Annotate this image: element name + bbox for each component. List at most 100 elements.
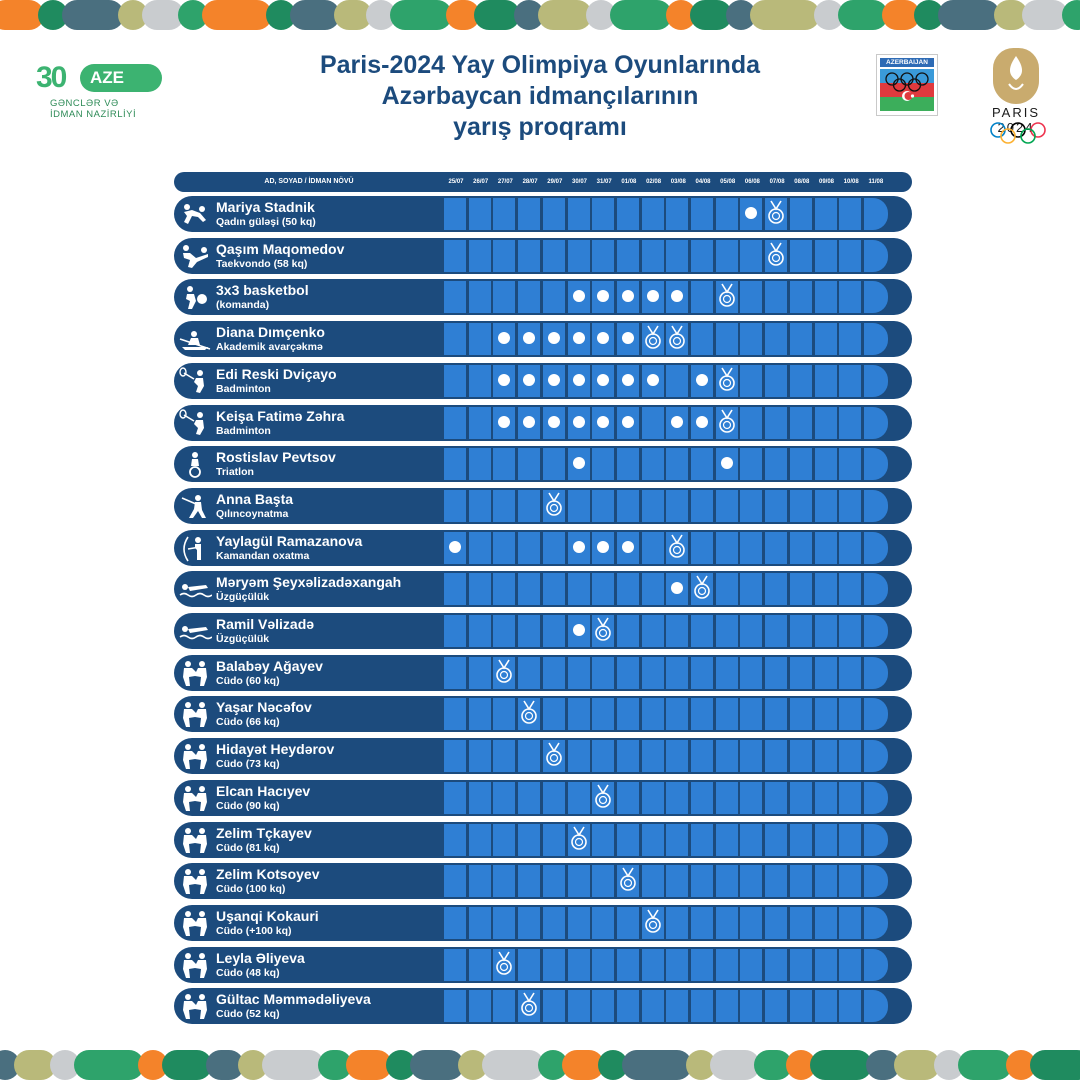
schedule-cell bbox=[666, 740, 689, 773]
schedule-cell bbox=[641, 781, 664, 814]
schedule-cell bbox=[839, 281, 862, 314]
schedule-cell bbox=[814, 198, 837, 230]
athlete-name: Leyla Əliyeva bbox=[216, 949, 305, 966]
date-header: 29/07 bbox=[547, 179, 563, 185]
schedule-cell bbox=[814, 239, 837, 272]
schedule-cell bbox=[592, 823, 615, 856]
crescent-star-icon bbox=[902, 91, 915, 101]
rowing-icon bbox=[178, 325, 212, 353]
schedule-cell bbox=[691, 198, 713, 230]
competition-day-dot bbox=[597, 332, 610, 345]
medal-icon bbox=[545, 492, 563, 518]
schedule-cell bbox=[468, 239, 491, 272]
schedule-cell bbox=[715, 239, 738, 272]
schedule-cell bbox=[518, 656, 541, 689]
schedule-cell bbox=[839, 740, 862, 773]
band-pill bbox=[838, 0, 888, 30]
schedule-cell bbox=[839, 448, 862, 481]
schedule-cell bbox=[493, 448, 516, 481]
schedule-cell bbox=[468, 198, 491, 230]
schedule-cell bbox=[691, 698, 713, 731]
schedule-cell bbox=[765, 573, 788, 606]
date-header: 28/07 bbox=[522, 179, 538, 185]
medal-icon bbox=[495, 951, 513, 977]
schedule-cell bbox=[666, 865, 689, 898]
schedule-cell bbox=[616, 990, 639, 1023]
schedule-cell bbox=[740, 281, 763, 314]
schedule-cell bbox=[789, 906, 812, 939]
competition-day-dot bbox=[671, 415, 684, 428]
date-header: 26/07 bbox=[473, 179, 489, 185]
date-header: 31/07 bbox=[596, 179, 612, 185]
schedule-cell bbox=[616, 615, 639, 647]
schedule-cell bbox=[641, 531, 664, 564]
flame-icon bbox=[1008, 56, 1024, 90]
schedule-cell bbox=[444, 406, 466, 439]
medal-icon bbox=[693, 575, 711, 601]
athlete-event: Triatlon bbox=[216, 466, 254, 479]
schedule-cell bbox=[518, 239, 541, 272]
schedule-cell bbox=[666, 489, 689, 522]
schedule-cell bbox=[493, 906, 516, 939]
schedule-cell bbox=[616, 906, 639, 939]
athlete-name: Məryəm Şeyxəlizadəxangah bbox=[216, 574, 402, 591]
schedule-cell bbox=[740, 948, 763, 981]
schedule-cell bbox=[863, 740, 888, 773]
athlete-row: Qaşım Maqomedov Taekvondo (58 kq) bbox=[174, 237, 912, 274]
schedule-cell bbox=[542, 823, 565, 856]
flag-stripe-blue bbox=[880, 69, 934, 83]
athlete-row: Diana Dımçenko Akademik avarçəkmə bbox=[174, 321, 912, 358]
schedule-cell bbox=[518, 448, 541, 481]
schedule-cell bbox=[542, 198, 565, 230]
schedule-cell bbox=[789, 364, 812, 397]
schedule-cell bbox=[863, 531, 888, 564]
medal-icon bbox=[718, 283, 736, 309]
schedule-cell bbox=[715, 740, 738, 773]
schedule-cell bbox=[740, 406, 763, 439]
schedule-cell bbox=[789, 198, 812, 230]
schedule-cell bbox=[814, 781, 837, 814]
schedule-cell bbox=[518, 740, 541, 773]
schedule-cell bbox=[542, 740, 565, 773]
schedule-cell bbox=[691, 573, 713, 606]
schedule-cell bbox=[616, 823, 639, 856]
schedule-cell bbox=[468, 740, 491, 773]
schedule-cell bbox=[641, 448, 664, 481]
schedule-cell bbox=[863, 948, 888, 981]
competition-day-dot bbox=[696, 415, 708, 428]
schedule-cell bbox=[715, 906, 738, 939]
schedule-cell bbox=[493, 281, 516, 314]
schedule-cell bbox=[641, 823, 664, 856]
athlete-row: Məryəm Şeyxəlizadəxangah Üzgüçülük bbox=[174, 571, 912, 608]
schedule-cell bbox=[691, 323, 713, 356]
athlete-event: Taekvondo (58 kq) bbox=[216, 257, 308, 270]
band-pill bbox=[710, 1050, 760, 1080]
schedule-cell bbox=[814, 698, 837, 731]
schedule-cell bbox=[863, 573, 888, 606]
schedule-cell bbox=[641, 740, 664, 773]
competition-day-dot bbox=[449, 540, 461, 553]
schedule-cell bbox=[839, 531, 862, 564]
schedule-cell bbox=[789, 823, 812, 856]
competition-day-dot bbox=[572, 540, 585, 553]
athlete-event: Üzgüçülük bbox=[216, 633, 270, 645]
competition-day-dot bbox=[745, 207, 758, 219]
schedule-cell bbox=[666, 531, 689, 564]
schedule-cell bbox=[691, 448, 713, 481]
athlete-row: Edi Reski Dviçayo Badminton bbox=[174, 362, 912, 399]
ministry-logo-number: 30 bbox=[36, 61, 67, 94]
schedule-cell bbox=[863, 239, 888, 272]
schedule-cell bbox=[641, 948, 664, 981]
date-header: 02/08 bbox=[646, 179, 662, 185]
schedule-cell bbox=[444, 573, 466, 606]
schedule-cell bbox=[863, 823, 888, 856]
schedule-cell bbox=[740, 531, 763, 564]
schedule-cell bbox=[518, 573, 541, 606]
schedule-cell bbox=[715, 698, 738, 731]
archery-icon bbox=[178, 534, 212, 562]
date-header: 06/08 bbox=[744, 179, 760, 185]
schedule-cell bbox=[839, 781, 862, 814]
schedule-cell bbox=[789, 573, 812, 606]
schedule-cell bbox=[542, 656, 565, 689]
band-pill bbox=[938, 0, 1000, 30]
